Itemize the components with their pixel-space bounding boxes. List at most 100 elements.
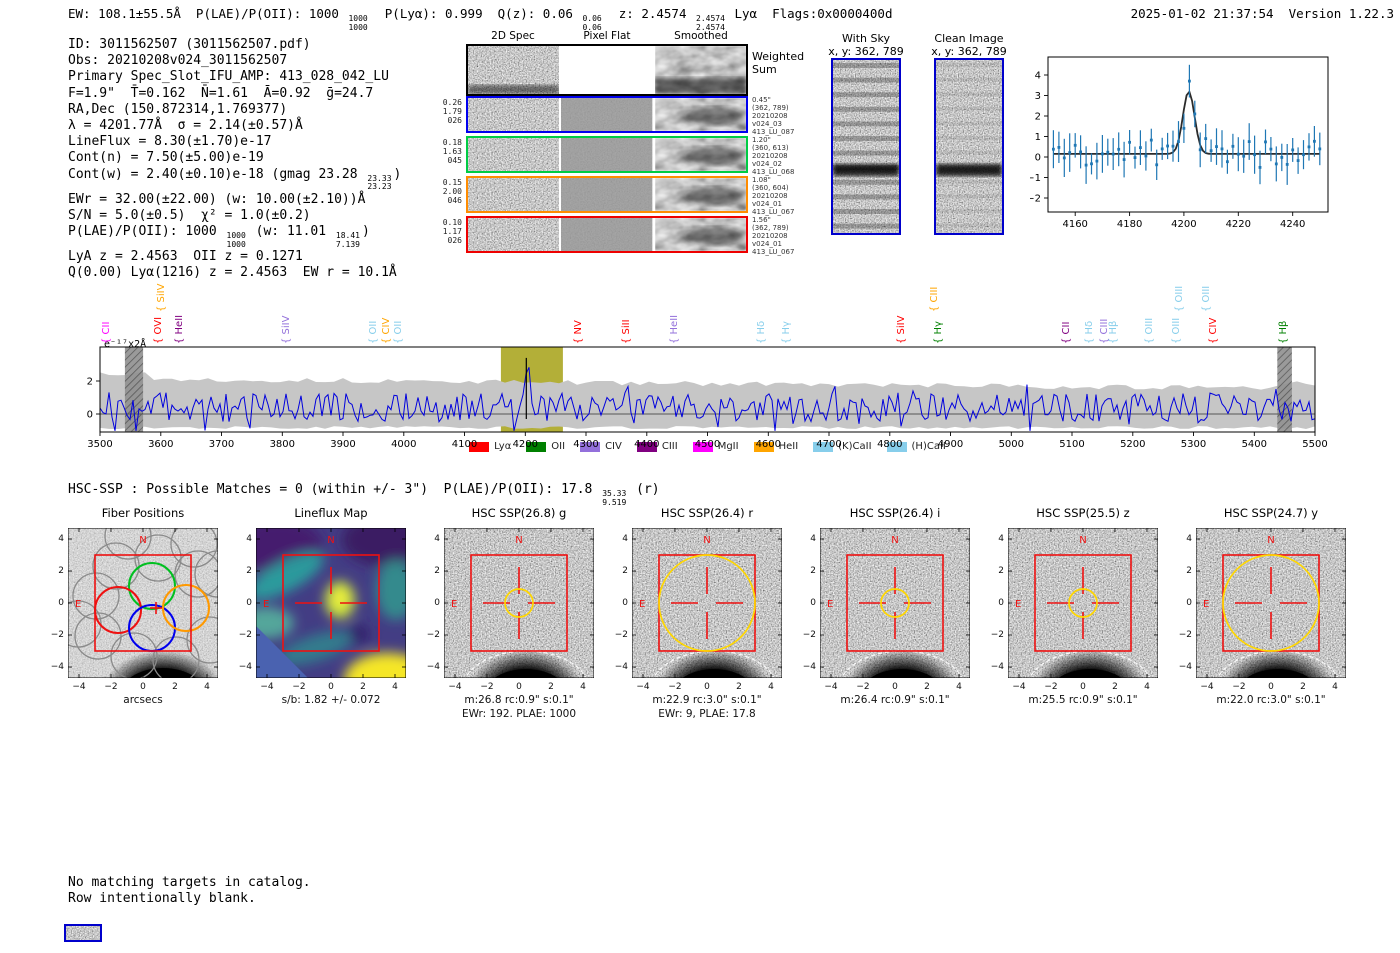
twod-col-header-2: Smoothed xyxy=(674,30,728,42)
legend-item-(K)CaII: (K)CaII xyxy=(813,441,872,452)
x-tick-label: −4 xyxy=(448,682,462,692)
line-label-OIII: { OIII xyxy=(1201,285,1212,312)
twod-col-header-1: Pixel Flat xyxy=(583,30,631,42)
line-label-Hγ: { Hγ xyxy=(780,321,792,344)
y-tick-label: −2 xyxy=(50,630,64,640)
twod-row-2 xyxy=(466,136,748,173)
info-line: Primary Spec_Slot_IFU_AMP: 413_028_042_L… xyxy=(68,69,389,85)
line-label-OIII: { OIII xyxy=(1170,317,1182,344)
cutout-image-6: NE xyxy=(1196,528,1346,678)
twod-left-labels-4: 0.10 1.17 026 xyxy=(442,218,462,246)
x-tick-label: −2 xyxy=(292,682,306,692)
svg-text:4240: 4240 xyxy=(1280,219,1305,230)
info-line: RA,Dec (150.872314,1.769377) xyxy=(68,101,288,117)
x-tick-label: 0 xyxy=(140,682,146,692)
masked-sky-band xyxy=(124,347,144,432)
line-label-Hγ: { Hγ xyxy=(933,321,945,344)
y-tick-label: 4 xyxy=(622,534,628,544)
compass-east-label: E xyxy=(263,599,269,610)
y-tick-label: −2 xyxy=(614,630,628,640)
cutout-caption-2-0: m:26.8 rc:0.9" s:0.1" xyxy=(464,694,574,706)
y-tick-label: 4 xyxy=(434,534,440,544)
extraction-box xyxy=(1034,554,1132,652)
compass-north-label: N xyxy=(515,535,522,546)
svg-text:1: 1 xyxy=(1035,132,1041,143)
legend-item-HeII: HeII xyxy=(753,441,798,452)
info-line: Cont(w) = 2.40(±0.10)e-18 (gmag 23.28 23… xyxy=(68,166,402,192)
x-tick-label: 2 xyxy=(172,682,178,692)
svg-text:2: 2 xyxy=(87,377,93,388)
y-tick-label: 2 xyxy=(434,566,440,576)
aperture-circle xyxy=(1222,554,1320,652)
fiber-circles xyxy=(68,528,218,678)
x-tick-label: −4 xyxy=(1012,682,1026,692)
cutout-title-5: HSC SSP(25.5) z xyxy=(1036,506,1130,520)
smoothed-panel xyxy=(654,98,746,131)
y-tick-label: 4 xyxy=(246,534,252,544)
crosshair xyxy=(295,567,367,639)
line-label-HeII: { HeII xyxy=(668,314,680,344)
footer-note-2: Row intentionally blank. xyxy=(68,891,256,906)
flux-points xyxy=(1052,79,1322,169)
cutout-caption-5-0: m:25.5 rc:0.9" s:0.1" xyxy=(1028,694,1138,706)
svg-text:3900: 3900 xyxy=(330,439,355,450)
info-line: S/N = 5.0(±0.5) χ² = 1.0(±0.2) xyxy=(68,207,311,223)
info-line: F=1.9" T̄=0.162 N̄=1.61 Ā=0.92 ḡ=24.7 xyxy=(68,85,374,101)
info-line: Q(0.00) Lyα(1216) z = 2.4563 EW r = 10.1… xyxy=(68,265,397,281)
svg-text:5200: 5200 xyxy=(1120,439,1145,450)
svg-text:−2: −2 xyxy=(1030,194,1041,205)
gaussian-fit-curve xyxy=(1053,89,1320,155)
line-fit-plot: 4160 4180 4200 4220 4240 4 3 2 1 0 −1 −2 xyxy=(1030,56,1329,230)
legend-swatch xyxy=(636,441,657,452)
x-tick-label: 4 xyxy=(768,682,774,692)
info-line: P(LAE)/P(OII): 1000 1000 1000 (w: 11.01 1… xyxy=(68,224,370,249)
weighted-sum-label: Weighted Sum xyxy=(752,50,805,76)
cutout-caption-1-0: s/b: 1.82 +/- 0.072 xyxy=(281,694,381,706)
svg-text:0: 0 xyxy=(87,410,93,421)
line-label-CII: { CII xyxy=(100,321,112,344)
y-tick-label: 4 xyxy=(810,534,816,544)
x-tick-label: 2 xyxy=(1112,682,1118,692)
twod-spec-panel xyxy=(468,46,560,94)
y-tick-label: −2 xyxy=(238,630,252,640)
cutout-title-0: Fiber Positions xyxy=(101,506,185,520)
y-tick-label: −4 xyxy=(238,662,252,672)
svg-text:4160: 4160 xyxy=(1062,219,1087,230)
masked-sky-band xyxy=(1277,347,1292,432)
cutout-image-1: NE xyxy=(256,528,406,678)
pixel-flat-panel xyxy=(561,98,653,131)
twod-right-labels-2: 1.20" (360, 613) 20210208 v024_02 413_LU_068 xyxy=(752,136,795,176)
line-label-OIII: { OIII xyxy=(1173,285,1185,312)
y-tick-label: 4 xyxy=(58,534,64,544)
pixel-flat-panel xyxy=(561,178,653,211)
y-tick-label: 0 xyxy=(58,598,64,608)
legend-swatch xyxy=(753,441,774,452)
compass-east-label: E xyxy=(451,599,457,610)
with-sky-cutout xyxy=(831,58,901,235)
detection-info-block: ID: 3011562507 (3011562507.pdf) Obs: 2021… xyxy=(68,37,401,281)
svg-text:3800: 3800 xyxy=(270,439,295,450)
compass-east-label: E xyxy=(639,599,645,610)
info-line: ID: 3011562507 (3011562507.pdf) xyxy=(68,37,311,52)
x-tick-label: 0 xyxy=(892,682,898,692)
stacked-fraction: 23.33 23.23 xyxy=(367,173,392,192)
x-tick-label: 2 xyxy=(1300,682,1306,692)
fiber-orange xyxy=(162,584,210,632)
x-tick-label: −2 xyxy=(856,682,870,692)
legend-swatch xyxy=(469,441,490,452)
svg-text:4400: 4400 xyxy=(634,439,659,450)
y-tick-label: −4 xyxy=(50,662,64,672)
pixel-flat-panel xyxy=(561,138,653,171)
target-plus xyxy=(150,602,162,614)
smoothed-panel xyxy=(654,218,746,251)
twod-left-labels-1: 0.26 1.79 026 xyxy=(442,98,462,126)
line-label-Hβ: { Hβ xyxy=(1108,320,1120,344)
line-label-SiII: { SiII xyxy=(620,319,632,344)
bright-source-blob xyxy=(1222,650,1334,678)
svg-text:4000: 4000 xyxy=(391,439,416,450)
spectrum-trace xyxy=(100,367,1315,431)
clean-image-cutout xyxy=(934,58,1004,235)
bright-source-blob xyxy=(470,650,582,678)
legend-item-OII: OII xyxy=(526,441,565,452)
x-tick-label: 4 xyxy=(1332,682,1338,692)
